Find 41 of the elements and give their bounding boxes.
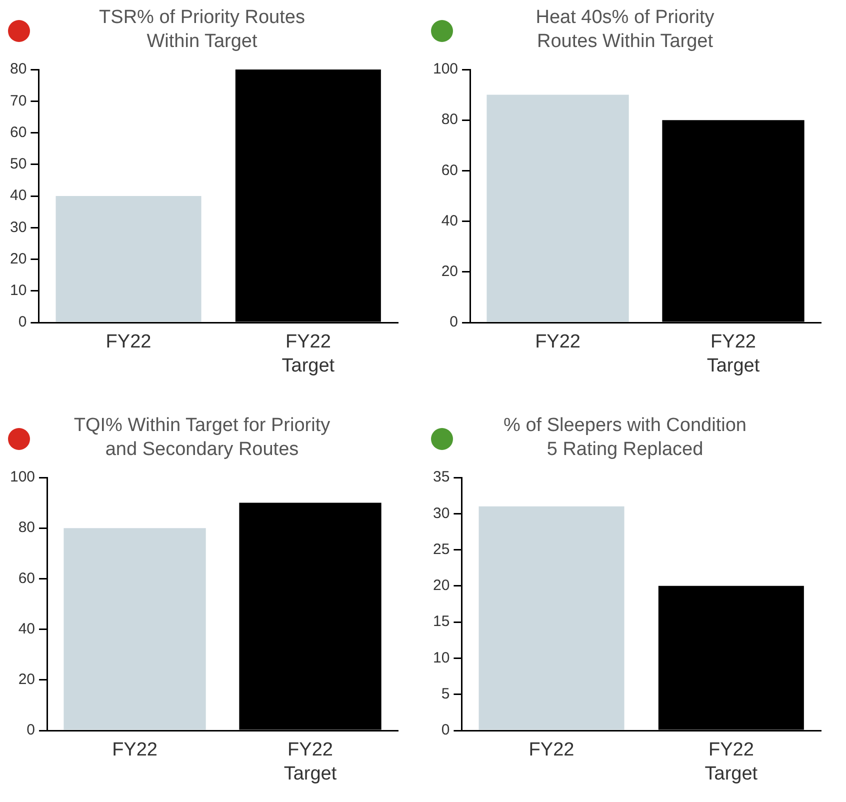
x-tick-label: FY22 Target xyxy=(704,740,758,784)
y-tick-label: 5 xyxy=(441,686,450,702)
y-tick-label: 60 xyxy=(18,570,36,587)
chart-title: TSR% of Priority Routes Within Target xyxy=(99,7,305,52)
y-tick-label: 80 xyxy=(10,60,27,78)
y-tick-label: 0 xyxy=(441,722,450,739)
y-tick-label: 15 xyxy=(432,613,450,630)
y-tick-label: 100 xyxy=(10,468,36,486)
y-tick-label: 20 xyxy=(441,263,458,280)
y-tick-label: 10 xyxy=(432,649,450,666)
chart-title: TQI% Within Target for Priority and Secondary Routes xyxy=(74,415,331,460)
y-tick-label: 35 xyxy=(432,468,450,486)
y-tick-label: 20 xyxy=(10,250,27,268)
x-tick-label: FY22 xyxy=(528,740,574,761)
y-tick-label: 0 xyxy=(26,722,36,739)
y-tick-label: 0 xyxy=(450,314,458,331)
y-tick-label: 70 xyxy=(10,92,27,110)
y-tick-label: 60 xyxy=(441,162,458,179)
x-tick-label: FY22 xyxy=(112,740,158,761)
x-tick-label: FY22 Target xyxy=(282,332,336,376)
y-tick-label: 80 xyxy=(18,519,36,536)
y-tick-label: 40 xyxy=(18,620,36,638)
x-tick-label: FY22 Target xyxy=(706,332,760,376)
y-tick-label: 20 xyxy=(18,671,36,688)
y-tick-label: 30 xyxy=(10,218,27,236)
y-tick-label: 0 xyxy=(18,314,27,331)
y-tick-label: 20 xyxy=(432,577,450,594)
y-tick-label: 25 xyxy=(432,540,450,558)
x-tick-label: FY22 Target xyxy=(284,740,338,784)
y-tick-label: 10 xyxy=(10,282,27,300)
y-tick-label: 30 xyxy=(432,504,450,522)
y-tick-label: 100 xyxy=(432,60,458,78)
x-tick-label: FY22 xyxy=(106,332,152,353)
y-tick-label: 40 xyxy=(10,187,27,204)
chart-title: % of Sleepers with Condition 5 Rating Replaced xyxy=(504,415,746,460)
x-tick-label: FY22 xyxy=(535,332,580,353)
y-tick-label: 80 xyxy=(441,111,458,128)
y-tick-label: 60 xyxy=(10,124,27,141)
chart-title: Heat 40s% of Priority Routes Within Target xyxy=(536,7,715,52)
y-tick-label: 50 xyxy=(10,156,27,173)
y-tick-label: 40 xyxy=(441,212,458,230)
